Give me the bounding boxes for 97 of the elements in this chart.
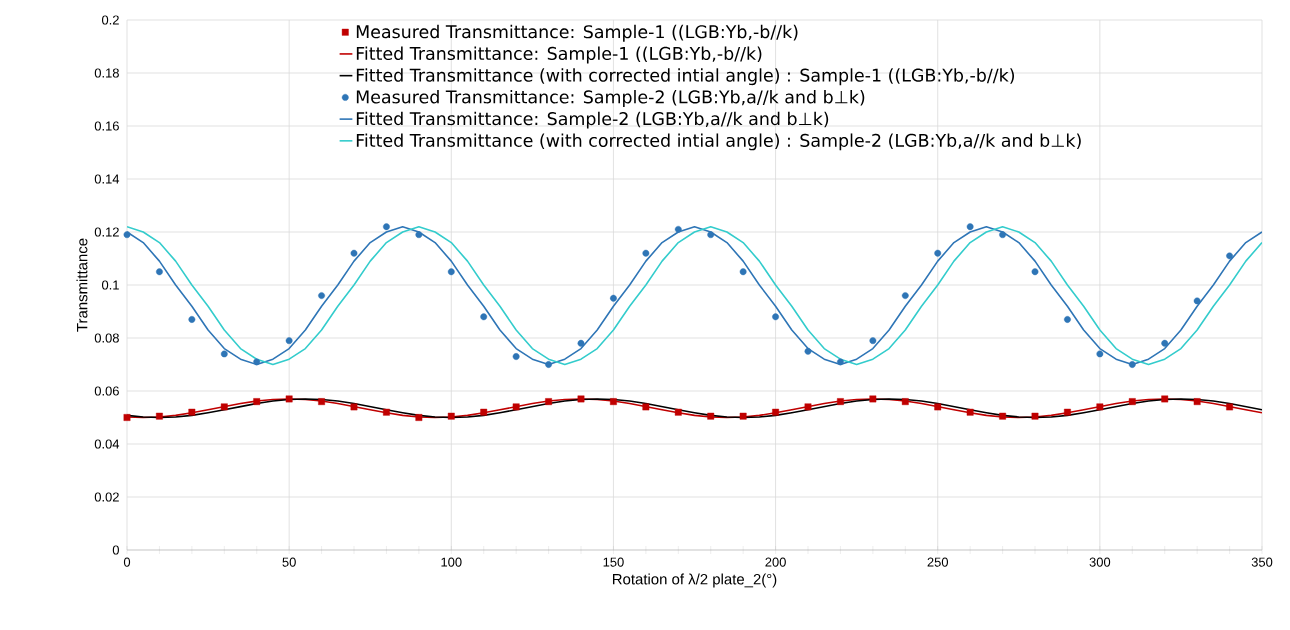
point <box>447 268 455 276</box>
point <box>1096 403 1104 411</box>
point <box>934 403 942 411</box>
x-axis-title: Rotation of λ/2 plate_2(°) <box>612 573 777 588</box>
point <box>512 403 520 411</box>
point <box>545 361 552 368</box>
point <box>156 412 163 420</box>
point <box>837 398 844 405</box>
point <box>577 339 585 347</box>
point <box>901 398 909 405</box>
point <box>156 268 163 276</box>
point <box>480 408 488 416</box>
point <box>1064 408 1071 416</box>
x-tick-label: 50 <box>282 557 296 567</box>
point <box>318 398 325 405</box>
point <box>512 353 520 360</box>
point <box>545 398 552 405</box>
point <box>674 225 682 233</box>
y-tick-label: 0.16 <box>94 121 119 131</box>
point <box>837 358 844 366</box>
x-tick-label: 300 <box>1089 557 1111 567</box>
point <box>415 231 423 239</box>
point <box>707 412 715 420</box>
point <box>188 408 196 416</box>
point <box>610 294 617 302</box>
point <box>642 403 650 411</box>
y-tick-label: 0.1 <box>101 280 119 290</box>
point <box>285 337 293 345</box>
point <box>123 231 131 239</box>
x-tick-label: 100 <box>441 557 462 567</box>
legend-label: Fitted Transmittance: Sample-2 (LGB:Yb,a//k and b⊥k) <box>356 111 829 129</box>
legend-label: Measured Transmittance: Sample-1 ((LGB:Yb,-b//k) <box>356 24 798 42</box>
point <box>220 350 228 358</box>
point <box>739 412 747 420</box>
y-tick-label: 0.14 <box>94 174 120 184</box>
point <box>253 358 261 366</box>
x-tick-label: 150 <box>603 557 624 567</box>
legend-label: Fitted Transmittance (with corrected intial angle) : Sample-2 (LGB:Yb,a//k and b⊥k) <box>356 133 1081 151</box>
point <box>804 347 812 355</box>
x-tick-label: 250 <box>927 557 949 567</box>
point <box>966 223 974 231</box>
point <box>1193 398 1201 405</box>
point <box>1193 297 1201 305</box>
point <box>901 292 909 299</box>
x-tick-label: 200 <box>765 557 786 567</box>
y-tick-label: 0.18 <box>94 68 119 78</box>
y-tick-label: 0 <box>112 545 119 555</box>
point <box>350 403 358 411</box>
point <box>707 231 715 239</box>
x-tick-label: 0 <box>123 557 131 567</box>
point <box>1031 268 1039 276</box>
point <box>253 398 261 405</box>
point <box>220 403 228 411</box>
legend-label: Measured Transmittance: Sample-2 (LGB:Yb,a//k and b⊥k) <box>356 90 865 107</box>
point <box>1031 412 1039 420</box>
point <box>999 412 1006 420</box>
point <box>642 249 650 257</box>
y-tick-label: 0.02 <box>94 492 119 502</box>
point <box>1226 252 1233 260</box>
point <box>350 249 358 257</box>
point <box>1128 398 1136 405</box>
point <box>869 337 877 345</box>
point <box>318 292 325 299</box>
point <box>674 408 682 416</box>
point <box>285 395 293 403</box>
point <box>934 249 942 257</box>
legend-label: Fitted Transmittance (with corrected intial angle) : Sample-1 ((LGB:Yb,-b//k) <box>356 68 1015 86</box>
point <box>610 398 617 405</box>
point <box>1161 339 1169 347</box>
x-tick-label: 350 <box>1251 557 1273 567</box>
point <box>447 412 455 420</box>
point <box>577 395 585 403</box>
y-tick-label: 0.08 <box>94 333 119 343</box>
y-tick-label: 0.06 <box>94 386 119 396</box>
point <box>999 231 1006 239</box>
point <box>1064 316 1071 323</box>
point <box>1161 395 1169 403</box>
point <box>1226 403 1233 411</box>
point <box>739 268 747 276</box>
y-tick-label: 0.04 <box>94 439 120 449</box>
point <box>966 408 974 416</box>
y-tick-label: 0.12 <box>94 227 119 237</box>
point <box>1128 361 1136 368</box>
point <box>804 403 812 411</box>
point <box>383 408 390 416</box>
legend-label: Fitted Transmittance: Sample-1 ((LGB:Yb,-b//k) <box>356 46 762 64</box>
point <box>1096 350 1104 358</box>
point <box>188 316 196 323</box>
point <box>869 395 877 403</box>
point <box>383 223 390 231</box>
point <box>772 408 779 416</box>
point <box>415 414 423 421</box>
y-tick-label: 0.2 <box>101 15 119 25</box>
point <box>772 313 779 321</box>
point <box>123 414 131 421</box>
point <box>480 313 488 321</box>
y-axis-title: Transmittance <box>76 238 88 332</box>
